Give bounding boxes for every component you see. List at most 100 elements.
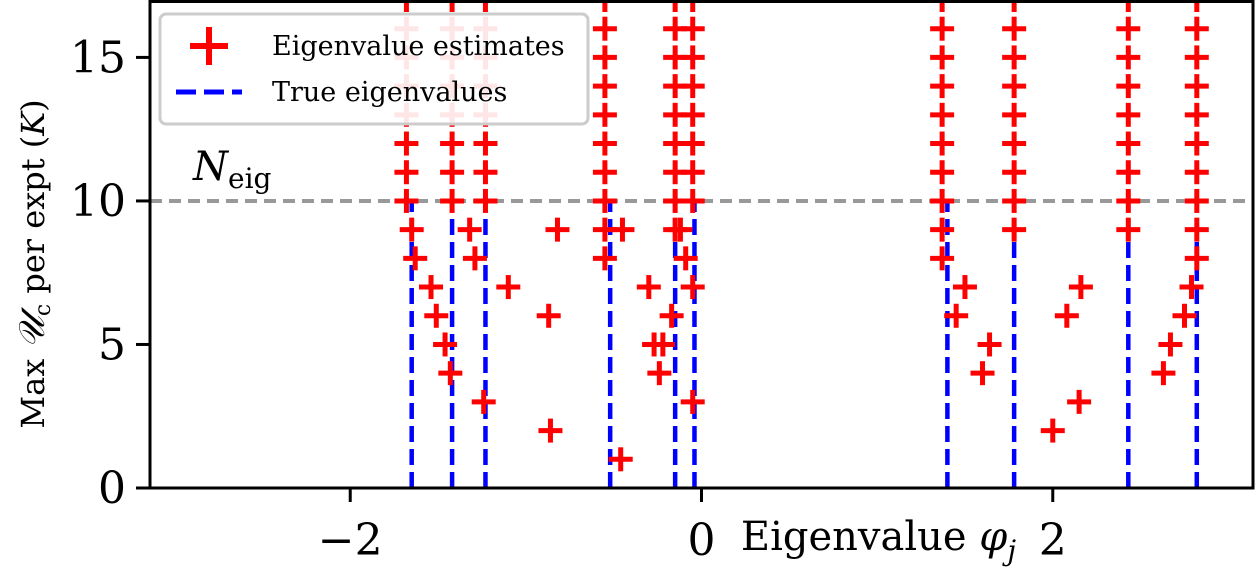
estimate-marker — [1184, 131, 1209, 156]
estimate-marker — [394, 188, 419, 213]
estimate-marker — [592, 246, 617, 271]
estimate-marker — [680, 389, 705, 414]
estimate-marker — [930, 160, 955, 185]
estimate-marker — [394, 160, 419, 185]
estimate-marker — [473, 188, 498, 213]
y-tick-label: 0 — [98, 463, 126, 514]
estimate-marker — [592, 16, 617, 41]
estimate-marker — [473, 131, 498, 156]
estimate-marker — [1116, 102, 1141, 127]
x-tick-label: 0 — [688, 515, 716, 566]
estimate-marker — [930, 0, 955, 12]
estimate-marker — [1151, 361, 1176, 386]
legend-estimate-marker — [190, 27, 228, 65]
estimate-marker — [1002, 0, 1027, 12]
estimate-marker — [592, 160, 617, 185]
estimate-marker — [424, 303, 449, 328]
estimate-marker — [1184, 74, 1209, 99]
estimate-marker — [930, 188, 955, 213]
estimate-marker — [944, 303, 969, 328]
estimate-marker — [1179, 275, 1204, 300]
estimate-marker — [545, 217, 570, 242]
estimate-marker — [663, 0, 688, 12]
estimate-marker — [1184, 45, 1209, 70]
estimate-marker — [1002, 160, 1027, 185]
legend-label-estimates: Eigenvalue estimates — [272, 31, 565, 62]
estimate-marker — [1116, 217, 1141, 242]
y-axis-ticks: 0 5 10 15 — [70, 32, 150, 514]
y-tick-label: 10 — [70, 176, 126, 227]
legend-box — [158, 12, 590, 126]
x-axis-label: Eigenvalue φj — [741, 514, 1016, 567]
estimate-marker — [399, 217, 424, 242]
estimate-marker — [536, 303, 561, 328]
estimate-marker — [1184, 102, 1209, 127]
estimate-marker — [1158, 332, 1183, 357]
estimate-marker — [433, 332, 458, 357]
y-axis-label: Max 𝒰c per expt (K) — [12, 99, 56, 428]
x-axis-ticks: −2 0 2 — [318, 488, 1067, 566]
estimate-marker — [592, 0, 617, 12]
estimate-marker — [1184, 246, 1209, 271]
estimate-marker — [419, 275, 444, 300]
estimate-marker — [457, 217, 482, 242]
estimate-marker — [394, 0, 419, 12]
estimate-marker — [659, 303, 684, 328]
estimate-marker — [680, 131, 705, 156]
estimate-marker — [680, 45, 705, 70]
estimate-marker — [673, 246, 698, 271]
estimate-marker — [1184, 160, 1209, 185]
estimate-marker — [680, 74, 705, 99]
estimate-marker — [592, 102, 617, 127]
estimate-marker — [1116, 16, 1141, 41]
estimate-marker — [538, 418, 563, 443]
estimate-marker — [1184, 0, 1209, 12]
y-tick-label: 5 — [98, 319, 126, 370]
estimate-marker — [440, 0, 465, 12]
estimate-marker — [1054, 303, 1079, 328]
estimate-marker — [1002, 102, 1027, 127]
y-tick-label: 15 — [70, 32, 126, 83]
estimate-marker — [1184, 217, 1209, 242]
legend: Eigenvalue estimates True eigenvalues — [158, 12, 590, 126]
estimate-marker — [1116, 0, 1141, 12]
estimate-marker — [977, 332, 1002, 357]
estimate-marker — [1068, 275, 1093, 300]
estimate-marker — [1002, 217, 1027, 242]
estimate-marker — [680, 188, 705, 213]
estimate-marker — [1116, 188, 1141, 213]
estimate-marker — [1184, 16, 1209, 41]
estimate-marker — [1067, 389, 1092, 414]
estimate-marker — [930, 246, 955, 271]
estimate-marker — [440, 160, 465, 185]
estimate-marker — [440, 131, 465, 156]
estimate-marker — [680, 0, 705, 12]
x-tick-label: 2 — [1039, 515, 1067, 566]
estimate-marker — [1184, 188, 1209, 213]
estimate-marker — [1116, 160, 1141, 185]
estimate-marker — [473, 160, 498, 185]
estimate-marker — [496, 275, 521, 300]
n-eig-label: Neig — [192, 144, 272, 195]
estimate-marker — [1002, 74, 1027, 99]
estimate-marker — [680, 16, 705, 41]
estimate-marker — [592, 131, 617, 156]
estimate-marker — [636, 275, 661, 300]
estimate-marker — [1002, 131, 1027, 156]
estimate-marker — [680, 275, 705, 300]
estimate-marker — [952, 275, 977, 300]
estimate-marker — [462, 246, 487, 271]
estimate-marker — [1172, 303, 1197, 328]
x-tick-label: −2 — [318, 515, 383, 566]
estimate-marker — [930, 217, 955, 242]
legend-label-true: True eigenvalues — [272, 77, 507, 108]
estimate-marker — [647, 361, 672, 386]
estimate-marker — [403, 246, 428, 271]
estimate-marker — [440, 188, 465, 213]
estimate-marker — [930, 45, 955, 70]
estimate-marker — [592, 45, 617, 70]
estimate-marker — [592, 74, 617, 99]
estimate-marker — [1116, 45, 1141, 70]
estimate-marker — [680, 102, 705, 127]
